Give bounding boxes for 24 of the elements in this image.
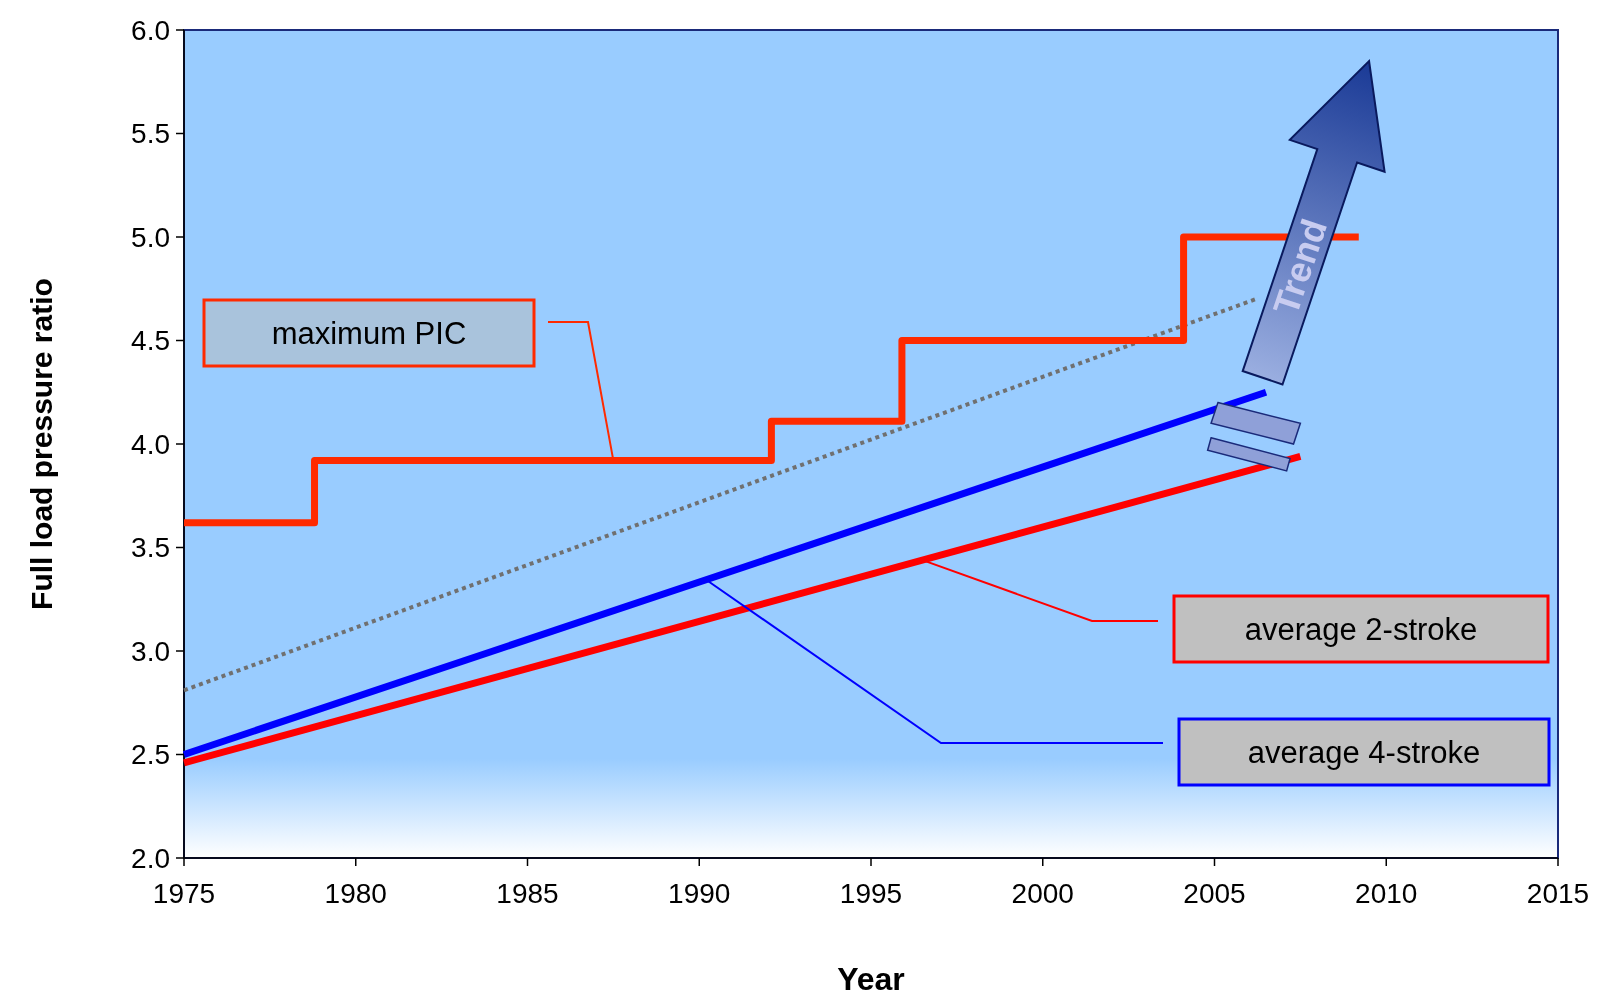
y-tick-label: 5.0 bbox=[131, 221, 170, 253]
text: average 4-stroke bbox=[1247, 734, 1481, 770]
x-tick-label: 1980 bbox=[324, 878, 387, 909]
y-axis-title: Full load pressure ratio bbox=[25, 278, 58, 610]
x-tick-label: 2015 bbox=[1526, 878, 1590, 909]
x-tick-label: 1995 bbox=[839, 878, 903, 909]
annotation: Trend bbox=[1264, 213, 1336, 320]
x-tick-label: 2010 bbox=[1355, 878, 1418, 909]
x-axis-title: Year bbox=[837, 961, 905, 997]
y-tick-label: 5.5 bbox=[131, 118, 170, 150]
y-tick-label: 3.0 bbox=[131, 635, 170, 667]
text: average 2-stroke bbox=[1244, 611, 1478, 647]
y-tick-label: 3.5 bbox=[131, 532, 170, 564]
x-tick-label: 2005 bbox=[1183, 878, 1246, 909]
y-tick-label: 2.5 bbox=[131, 739, 170, 771]
x-tick-label: 1990 bbox=[668, 878, 731, 909]
x-tick-label: 2000 bbox=[1011, 878, 1074, 909]
y-tick-label: 4.5 bbox=[131, 325, 170, 357]
x-tick-label: 1975 bbox=[152, 878, 216, 909]
y-tick-label: 4.0 bbox=[131, 428, 170, 460]
y-tick-label: 6.0 bbox=[131, 14, 170, 46]
y-tick-label: 2.0 bbox=[131, 842, 170, 874]
x-tick-label: 1985 bbox=[496, 878, 559, 909]
text: maximum PIC bbox=[271, 315, 467, 351]
